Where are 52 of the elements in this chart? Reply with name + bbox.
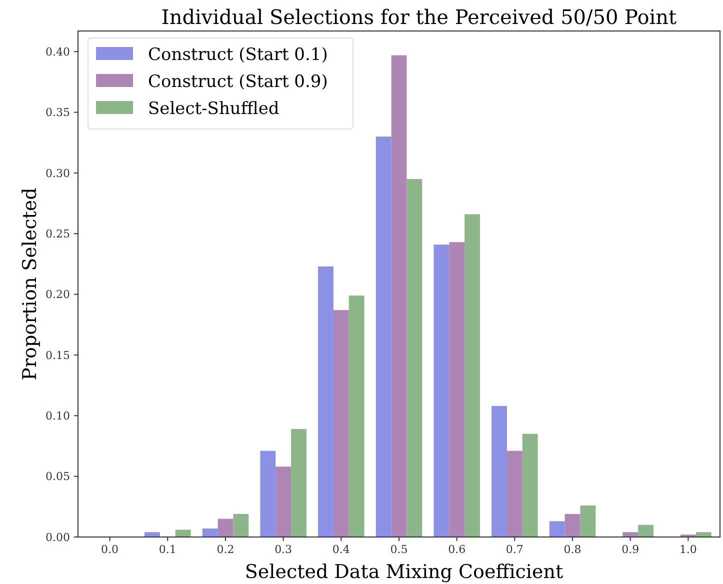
bar [348, 296, 364, 537]
bar [144, 532, 160, 537]
x-tick-label: 0.6 [448, 543, 466, 556]
bar [175, 530, 191, 537]
bar [318, 266, 334, 537]
bar [376, 136, 392, 537]
y-tick-label: 0.25 [46, 227, 70, 240]
bar [564, 514, 580, 537]
bar [622, 532, 638, 537]
x-tick-label: 0.2 [216, 543, 234, 556]
bar [549, 521, 565, 537]
x-tick-label: 0.1 [158, 543, 176, 556]
y-tick-label: 0.05 [46, 470, 70, 484]
bar [506, 450, 522, 537]
legend-label: Select-Shuffled [148, 99, 280, 119]
bar [406, 179, 422, 537]
y-tick-label: 0.15 [46, 348, 70, 362]
x-tick-label: 0.3 [274, 543, 292, 556]
y-tick-label: 0.30 [46, 166, 70, 180]
x-tick-label: 1.0 [679, 543, 697, 556]
bar [434, 244, 450, 537]
bar [291, 429, 306, 537]
bar [580, 505, 596, 537]
bar [202, 528, 218, 537]
x-tick-label: 0.4 [332, 543, 350, 556]
y-axis-title: Proportion Selected [19, 188, 41, 380]
y-tick-label: 0.00 [46, 530, 70, 544]
y-tick-label: 0.35 [46, 106, 70, 120]
chart-title: Individual Selections for the Perceived 50/50 Point [161, 5, 677, 29]
bar [233, 514, 249, 537]
x-tick-label: 0.8 [564, 543, 582, 556]
bar [449, 242, 465, 537]
x-tick-label: 0.5 [390, 543, 408, 556]
x-tick-label: 0.9 [622, 543, 640, 556]
bar [464, 214, 480, 537]
y-tick-label: 0.40 [46, 45, 70, 58]
bar [276, 466, 292, 537]
x-tick-label: 0.0 [101, 543, 119, 556]
bar [492, 406, 507, 537]
bar [638, 524, 654, 537]
bar [391, 55, 407, 537]
x-axis-title: Selected Data Mixing Coefficient [244, 561, 564, 583]
x-tick-label: 0.7 [506, 543, 524, 556]
legend-label: Construct (Start 0.9) [148, 72, 328, 92]
bar [333, 310, 349, 537]
y-tick-label: 0.20 [46, 288, 70, 302]
y-tick-label: 0.10 [46, 410, 70, 423]
bar [522, 434, 538, 537]
bar [218, 518, 234, 537]
legend-label: Construct (Start 0.1) [148, 45, 328, 65]
bar [260, 450, 276, 537]
bar [696, 532, 712, 537]
